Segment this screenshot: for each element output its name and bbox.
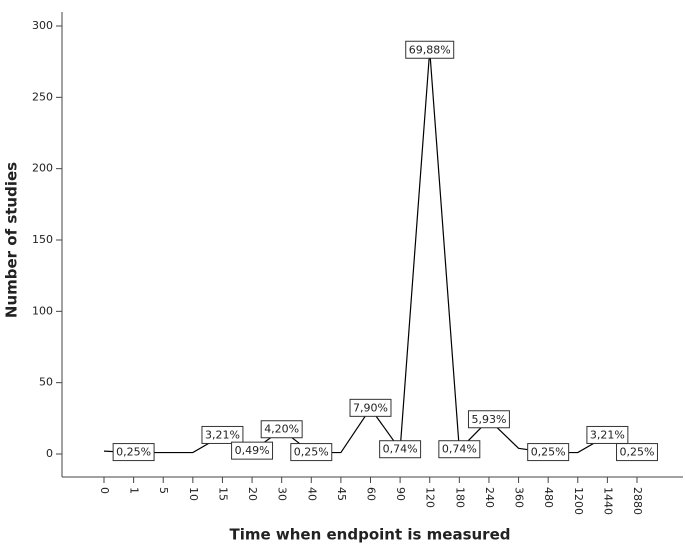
x-tick-label: 40: [305, 487, 318, 501]
value-label: 69,88%: [409, 43, 451, 56]
x-tick-label: 90: [394, 487, 407, 501]
value-label-box: [201, 425, 244, 444]
y-tick-label: 50: [39, 376, 53, 389]
x-tick-label: 2880: [631, 487, 644, 515]
value-label-box: [467, 410, 510, 429]
x-tick-label: 480: [542, 487, 555, 508]
value-label: 0,25%: [294, 446, 329, 459]
x-tick-label: 5: [157, 487, 170, 494]
value-label: 0,25%: [620, 446, 655, 459]
value-label-box: [586, 425, 629, 444]
value-label-box: [349, 398, 392, 417]
x-tick-label: 1440: [601, 487, 614, 515]
data-line: [103, 50, 638, 454]
value-label: 3,21%: [205, 428, 240, 441]
x-tick-label: 1: [128, 487, 141, 494]
y-tick-label: 200: [32, 162, 53, 175]
y-tick-label: 300: [32, 19, 53, 32]
value-label-box: [260, 420, 303, 439]
x-tick-label: 20: [246, 487, 259, 501]
y-tick-label: 0: [46, 447, 53, 460]
value-label: 7,90%: [353, 401, 388, 414]
y-tick-label: 150: [32, 233, 53, 246]
y-axis-label: Number of studies: [3, 162, 21, 318]
value-label: 0,74%: [442, 443, 477, 456]
x-tick-label: 360: [513, 487, 526, 508]
value-label: 3,21%: [590, 428, 625, 441]
x-tick-label: 10: [187, 487, 200, 501]
value-label-box: [616, 443, 658, 462]
x-tick-label: 30: [276, 487, 289, 501]
x-tick-label: 180: [453, 487, 466, 508]
value-label: 0,25%: [116, 446, 151, 459]
x-tick-label: 45: [335, 487, 348, 501]
x-tick-label: 15: [216, 487, 229, 501]
value-label-box: [290, 443, 333, 462]
value-label-box: [379, 440, 422, 459]
x-tick-label: 120: [424, 487, 437, 508]
x-axis-label: Time when endpoint is measured: [230, 526, 511, 544]
x-tick-label: 0: [98, 487, 111, 494]
value-label: 5,93%: [471, 413, 506, 426]
x-tick-label: 1200: [572, 487, 585, 515]
value-label-box: [438, 440, 481, 459]
x-tick-label: 60: [365, 487, 378, 501]
x-tick-label: 240: [483, 487, 496, 508]
value-label: 4,20%: [264, 423, 299, 436]
y-tick-label: 100: [32, 304, 53, 317]
value-label: 0,74%: [383, 443, 418, 456]
value-label-box: [112, 443, 155, 462]
value-label-box: [231, 441, 274, 460]
value-label: 0,49%: [235, 444, 270, 457]
value-label: 0,25%: [531, 446, 566, 459]
value-label-box: [527, 443, 570, 462]
value-label-box: [405, 40, 455, 59]
y-tick-label: 250: [32, 90, 53, 103]
